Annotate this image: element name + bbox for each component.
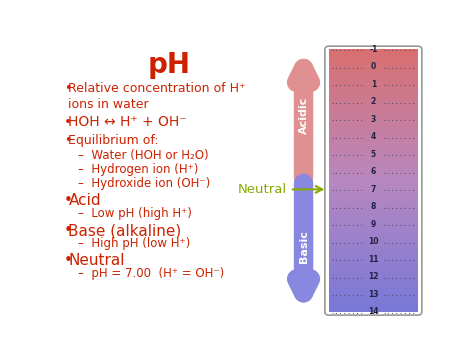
Text: ........: ........ bbox=[383, 309, 416, 315]
Text: 11: 11 bbox=[368, 255, 379, 264]
Text: 5: 5 bbox=[371, 150, 376, 159]
Text: ........: ........ bbox=[383, 64, 416, 70]
Text: ........: ........ bbox=[330, 222, 365, 228]
Text: Base (alkaline): Base (alkaline) bbox=[68, 223, 182, 238]
Text: ........: ........ bbox=[383, 186, 416, 192]
Text: •: • bbox=[64, 115, 72, 129]
Text: Acid: Acid bbox=[68, 193, 101, 208]
Text: ........: ........ bbox=[383, 291, 416, 297]
Text: Neutral: Neutral bbox=[238, 183, 322, 196]
Text: ........: ........ bbox=[383, 204, 416, 210]
Text: •: • bbox=[64, 82, 72, 95]
Text: 13: 13 bbox=[368, 290, 379, 299]
Text: HOH ↔ H⁺ + OH⁻: HOH ↔ H⁺ + OH⁻ bbox=[68, 115, 187, 129]
Text: 8: 8 bbox=[371, 202, 376, 211]
Text: –  Hydroxide ion (OH⁻): – Hydroxide ion (OH⁻) bbox=[78, 176, 210, 190]
Text: Basic: Basic bbox=[299, 230, 309, 263]
Text: pH: pH bbox=[148, 51, 191, 79]
Text: –  Low pH (high H⁺): – Low pH (high H⁺) bbox=[78, 207, 192, 220]
Text: ........: ........ bbox=[330, 256, 365, 262]
Text: ........: ........ bbox=[330, 186, 365, 192]
Text: ........: ........ bbox=[330, 81, 365, 87]
Text: •: • bbox=[64, 253, 73, 268]
Text: –  High pH (low H⁺): – High pH (low H⁺) bbox=[78, 237, 191, 250]
Text: 10: 10 bbox=[368, 237, 379, 246]
Text: ........: ........ bbox=[330, 134, 365, 140]
Text: •: • bbox=[64, 193, 73, 208]
Text: Neutral: Neutral bbox=[68, 253, 125, 268]
Text: –  Hydrogen ion (H⁺): – Hydrogen ion (H⁺) bbox=[78, 163, 199, 176]
Text: -1: -1 bbox=[369, 45, 377, 54]
Text: •: • bbox=[64, 223, 73, 238]
Text: ........: ........ bbox=[330, 309, 365, 315]
Text: 6: 6 bbox=[371, 168, 376, 176]
Text: ........: ........ bbox=[383, 222, 416, 228]
Text: ........: ........ bbox=[383, 239, 416, 245]
Text: 2: 2 bbox=[371, 97, 376, 106]
Text: ........: ........ bbox=[383, 47, 416, 53]
Text: ........: ........ bbox=[383, 99, 416, 105]
Text: ........: ........ bbox=[330, 99, 365, 105]
Text: ........: ........ bbox=[383, 116, 416, 122]
Text: ........: ........ bbox=[383, 274, 416, 280]
Text: Acidic: Acidic bbox=[299, 97, 309, 134]
Text: 12: 12 bbox=[368, 272, 379, 282]
Text: 0: 0 bbox=[371, 62, 376, 71]
Text: 14: 14 bbox=[368, 307, 379, 316]
Text: ........: ........ bbox=[383, 256, 416, 262]
Text: ........: ........ bbox=[330, 151, 365, 157]
Text: 7: 7 bbox=[371, 185, 376, 194]
Text: ........: ........ bbox=[330, 47, 365, 53]
Text: ........: ........ bbox=[383, 81, 416, 87]
Text: 9: 9 bbox=[371, 220, 376, 229]
Text: ........: ........ bbox=[330, 274, 365, 280]
Text: Equilibrium of:: Equilibrium of: bbox=[68, 134, 159, 147]
Text: 3: 3 bbox=[371, 115, 376, 124]
Text: ........: ........ bbox=[383, 134, 416, 140]
Text: 1: 1 bbox=[371, 80, 376, 89]
Text: ........: ........ bbox=[330, 204, 365, 210]
Text: •: • bbox=[64, 134, 72, 147]
Text: –  pH = 7.00  (H⁺ = OH⁻): – pH = 7.00 (H⁺ = OH⁻) bbox=[78, 267, 225, 280]
Text: ........: ........ bbox=[383, 169, 416, 175]
Text: ........: ........ bbox=[330, 116, 365, 122]
Text: ........: ........ bbox=[330, 239, 365, 245]
Text: –  Water (HOH or H₂O): – Water (HOH or H₂O) bbox=[78, 149, 209, 162]
Text: Relative concentration of H⁺
ions in water: Relative concentration of H⁺ ions in wat… bbox=[68, 82, 246, 111]
Text: ........: ........ bbox=[383, 151, 416, 157]
Text: ........: ........ bbox=[330, 64, 365, 70]
Text: ........: ........ bbox=[330, 291, 365, 297]
Text: 4: 4 bbox=[371, 132, 376, 141]
Text: ........: ........ bbox=[330, 169, 365, 175]
